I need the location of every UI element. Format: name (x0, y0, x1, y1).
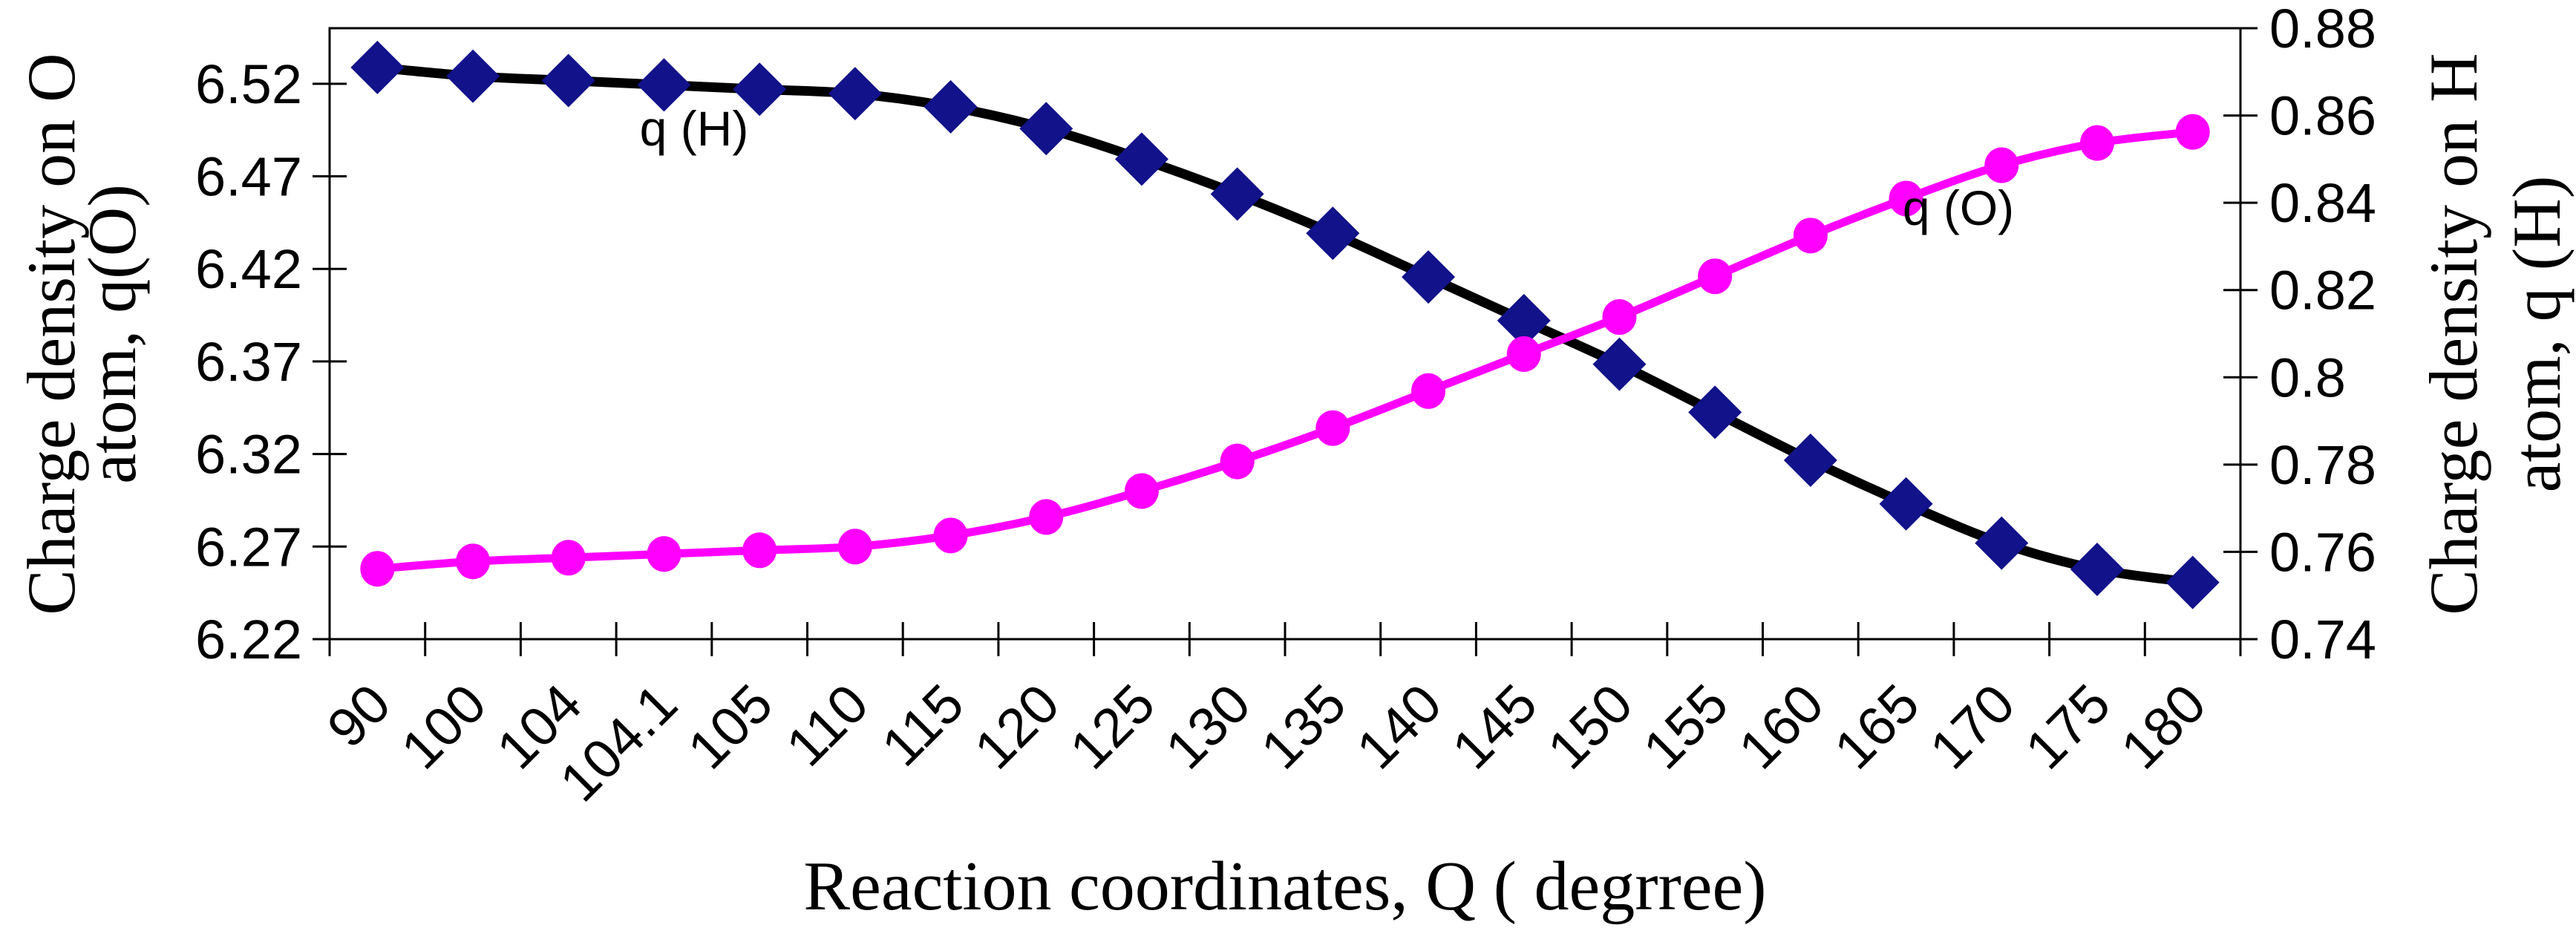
circle-marker-qO (1411, 373, 1446, 409)
circle-marker-qO (1793, 218, 1828, 254)
right-axis-title-line2: atom, q (H) (2499, 176, 2575, 493)
circle-marker-qO (1220, 443, 1255, 480)
right-axis-tick-label: 0.82 (2269, 260, 2376, 321)
diamond-marker-qH (1019, 102, 1073, 156)
diamond-marker-qH (637, 58, 691, 112)
circle-marker-qO (2175, 114, 2210, 150)
plot-border (328, 27, 2242, 641)
circle-marker-qO (360, 551, 395, 587)
x-axis-title: Reaction coordinates, Q ( degrree) (803, 848, 1766, 925)
right-axis-tick-label: 0.88 (2269, 0, 2376, 59)
left-axis-title-line2: atom, q(O) (74, 184, 150, 484)
left-axis-title-line1: Charge density on O (13, 53, 89, 615)
circle-marker-qO (742, 532, 777, 569)
diamond-marker-qH (1114, 132, 1168, 186)
diamond-marker-qH (446, 49, 500, 103)
left-axis-tick-label: 6.27 (195, 516, 302, 578)
circle-marker-qO (1315, 410, 1350, 446)
left-axis-tick-label: 6.32 (195, 424, 302, 485)
diamond-marker-qH (1497, 293, 1551, 347)
x-axis-tick-label: 145 (1440, 673, 1549, 781)
x-axis-tick-label: 150 (1536, 673, 1644, 781)
diamond-marker-qH (1306, 206, 1360, 261)
circle-marker-qO (2079, 125, 2114, 161)
circle-marker-qO (551, 540, 586, 576)
left-axis-tick-label: 6.37 (195, 331, 302, 393)
diamond-marker-qH (1783, 433, 1837, 487)
diamond-marker-qH (1879, 477, 1933, 531)
diamond-marker-qH (1592, 337, 1647, 391)
x-axis-tick-label: 105 (676, 673, 784, 781)
right-axis-tick-label: 0.74 (2269, 609, 2376, 670)
right-axis-tick-label: 0.86 (2269, 85, 2376, 147)
left-axis-tick-label: 6.42 (195, 238, 302, 300)
diamond-marker-qH (1402, 250, 1456, 304)
left-axis-tick-label: 6.22 (195, 609, 302, 670)
circle-marker-qO (1984, 147, 2019, 183)
x-axis-tick-label: 165 (1823, 673, 1931, 781)
right-axis-title-line1: Charge density on H (2416, 53, 2491, 615)
circle-marker-qO (1602, 299, 1637, 336)
circle-marker-qO (647, 536, 681, 572)
circle-marker-qO (1889, 180, 1923, 217)
diamond-marker-qH (828, 67, 882, 121)
x-axis-tick-label: 175 (2013, 673, 2122, 781)
left-axis-tick-label: 6.47 (195, 146, 302, 208)
diamond-marker-qH (1688, 385, 1742, 439)
left-axis-tick-label: 6.52 (195, 53, 302, 115)
diamond-marker-qH (733, 62, 787, 117)
diamond-marker-qH (2165, 555, 2220, 609)
circle-marker-qO (1029, 499, 1064, 535)
x-axis-tick-label: 155 (1631, 673, 1739, 781)
circle-marker-qO (1698, 258, 1733, 295)
circle-marker-qO (456, 543, 491, 580)
x-axis-tick-label: 170 (1918, 673, 2027, 781)
diamond-marker-qH (350, 40, 405, 94)
circle-marker-qO (1124, 473, 1159, 509)
x-axis-tick-label: 100 (389, 673, 497, 781)
series-label-qO: q (O) (1903, 180, 2014, 235)
diamond-marker-qH (2070, 542, 2124, 596)
x-axis-tick-label: 160 (1727, 673, 1835, 781)
circle-marker-qO (1506, 336, 1541, 372)
x-axis-tick-label: 120 (963, 673, 1071, 781)
series-label-qH: q (H) (640, 101, 749, 156)
x-axis-tick-label: 110 (774, 673, 880, 778)
diamond-marker-qH (1975, 516, 2029, 570)
right-axis-tick-label: 0.84 (2269, 172, 2376, 234)
diamond-marker-qH (1210, 167, 1264, 221)
circle-marker-qO (933, 517, 968, 554)
x-axis-tick-label: 135 (1249, 673, 1358, 781)
right-axis-tick-label: 0.78 (2269, 434, 2376, 496)
x-axis-tick-label: 115 (870, 673, 975, 778)
x-axis-tick-label: 90 (316, 673, 402, 759)
right-axis-tick-label: 0.76 (2269, 521, 2376, 583)
x-axis-tick-label: 180 (2109, 673, 2217, 781)
plot-area: 6.22 6.27 6.32 6.37 6.42 6.47 6.52 0.74 0.76 0.78… (195, 0, 2376, 813)
x-axis-tick-label: 125 (1058, 673, 1166, 781)
right-axis-tick-label: 0.8 (2269, 347, 2346, 408)
diamond-marker-qH (541, 53, 595, 108)
diamond-marker-qH (923, 79, 978, 134)
circle-marker-qO (837, 529, 872, 565)
x-axis-tick-label: 140 (1344, 673, 1453, 781)
x-axis-tick-label: 130 (1154, 673, 1262, 781)
